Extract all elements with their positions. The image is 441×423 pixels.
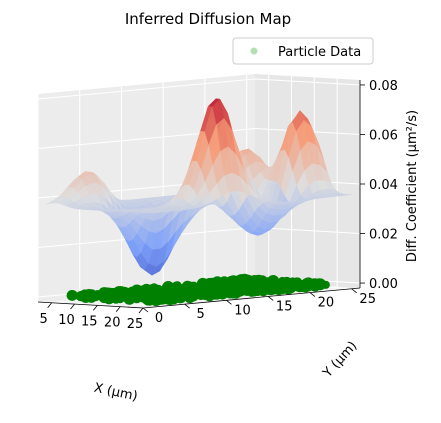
- gridline-z: [37, 127, 361, 149]
- y-tick: [226, 299, 232, 305]
- particle-point: [67, 290, 78, 301]
- y-tick-label: 5: [197, 307, 205, 322]
- tick-labels: 5 10 15 20 25 0 5 10 15 20 250.000.020.040.060.08: [40, 79, 398, 332]
- x-tick: [115, 306, 121, 312]
- y-tick: [142, 307, 149, 313]
- particle-point: [127, 289, 140, 302]
- particle-point: [227, 288, 238, 299]
- x-tick: [47, 302, 53, 309]
- z-tick-label: 0.02: [369, 228, 398, 243]
- x-tick-label: 15: [81, 314, 98, 329]
- legend-frame: [232, 37, 374, 65]
- legend: Particle Data: [232, 37, 374, 65]
- legend-label-particle-data: Particle Data: [278, 45, 361, 60]
- y-tick-label: 15: [276, 300, 293, 315]
- z-axis-label: Diff. Coefficient (μm²/s): [405, 110, 420, 262]
- particle-point: [164, 290, 176, 302]
- y-tick: [351, 288, 357, 294]
- particle-point: [100, 291, 110, 301]
- particle-point: [85, 291, 97, 303]
- particle-point: [214, 288, 222, 297]
- particle-point: [250, 285, 259, 294]
- x-axis-label: X (μm): [93, 381, 139, 405]
- y-axis-line: [142, 287, 361, 309]
- particle-point: [149, 283, 159, 293]
- x-tick-label: 10: [58, 313, 75, 328]
- particle-point: [303, 282, 313, 292]
- particle-point: [113, 288, 123, 298]
- y-tick: [184, 303, 190, 309]
- diffusion-surface: [46, 98, 352, 276]
- z-tick-label: 0.04: [369, 178, 398, 193]
- x-tick: [93, 305, 98, 311]
- x-tick: [70, 303, 75, 310]
- y-tick-label: 10: [234, 303, 251, 318]
- y-tick-label: 25: [359, 292, 376, 307]
- z-tick-label: 0.08: [369, 79, 398, 94]
- y-tick-label: 20: [318, 296, 335, 311]
- particle-point: [252, 276, 262, 286]
- x-tick-label: 20: [104, 316, 121, 331]
- particle-point: [175, 291, 184, 300]
- y-axis-label: Y (μm): [320, 339, 361, 382]
- x-tick-label: 5: [40, 312, 48, 327]
- x-axis-line: [37, 301, 144, 309]
- particle-point: [261, 279, 271, 289]
- surface-facet: [147, 211, 160, 214]
- y-tick: [267, 296, 274, 301]
- z-tick-label: 0.00: [369, 277, 398, 292]
- y-tick: [309, 292, 316, 297]
- particle-point: [186, 289, 198, 301]
- particle-point: [239, 273, 251, 286]
- x-tick: [138, 307, 144, 314]
- gridline-z: [37, 78, 361, 100]
- x-tick-label: 25: [127, 317, 144, 332]
- z-tick-label: 0.06: [369, 129, 398, 144]
- particle-point: [314, 278, 327, 291]
- legend-marker-particle-data: [250, 47, 258, 55]
- particle-scatter: [66, 273, 330, 307]
- particle-point: [171, 281, 181, 291]
- particle-point: [203, 280, 216, 293]
- chart-title: Inferred Diffusion Map: [125, 10, 291, 28]
- particle-point: [273, 283, 285, 296]
- y-tick-label: 0: [155, 311, 163, 326]
- particle-point: [75, 291, 86, 302]
- particle-point: [185, 281, 197, 293]
